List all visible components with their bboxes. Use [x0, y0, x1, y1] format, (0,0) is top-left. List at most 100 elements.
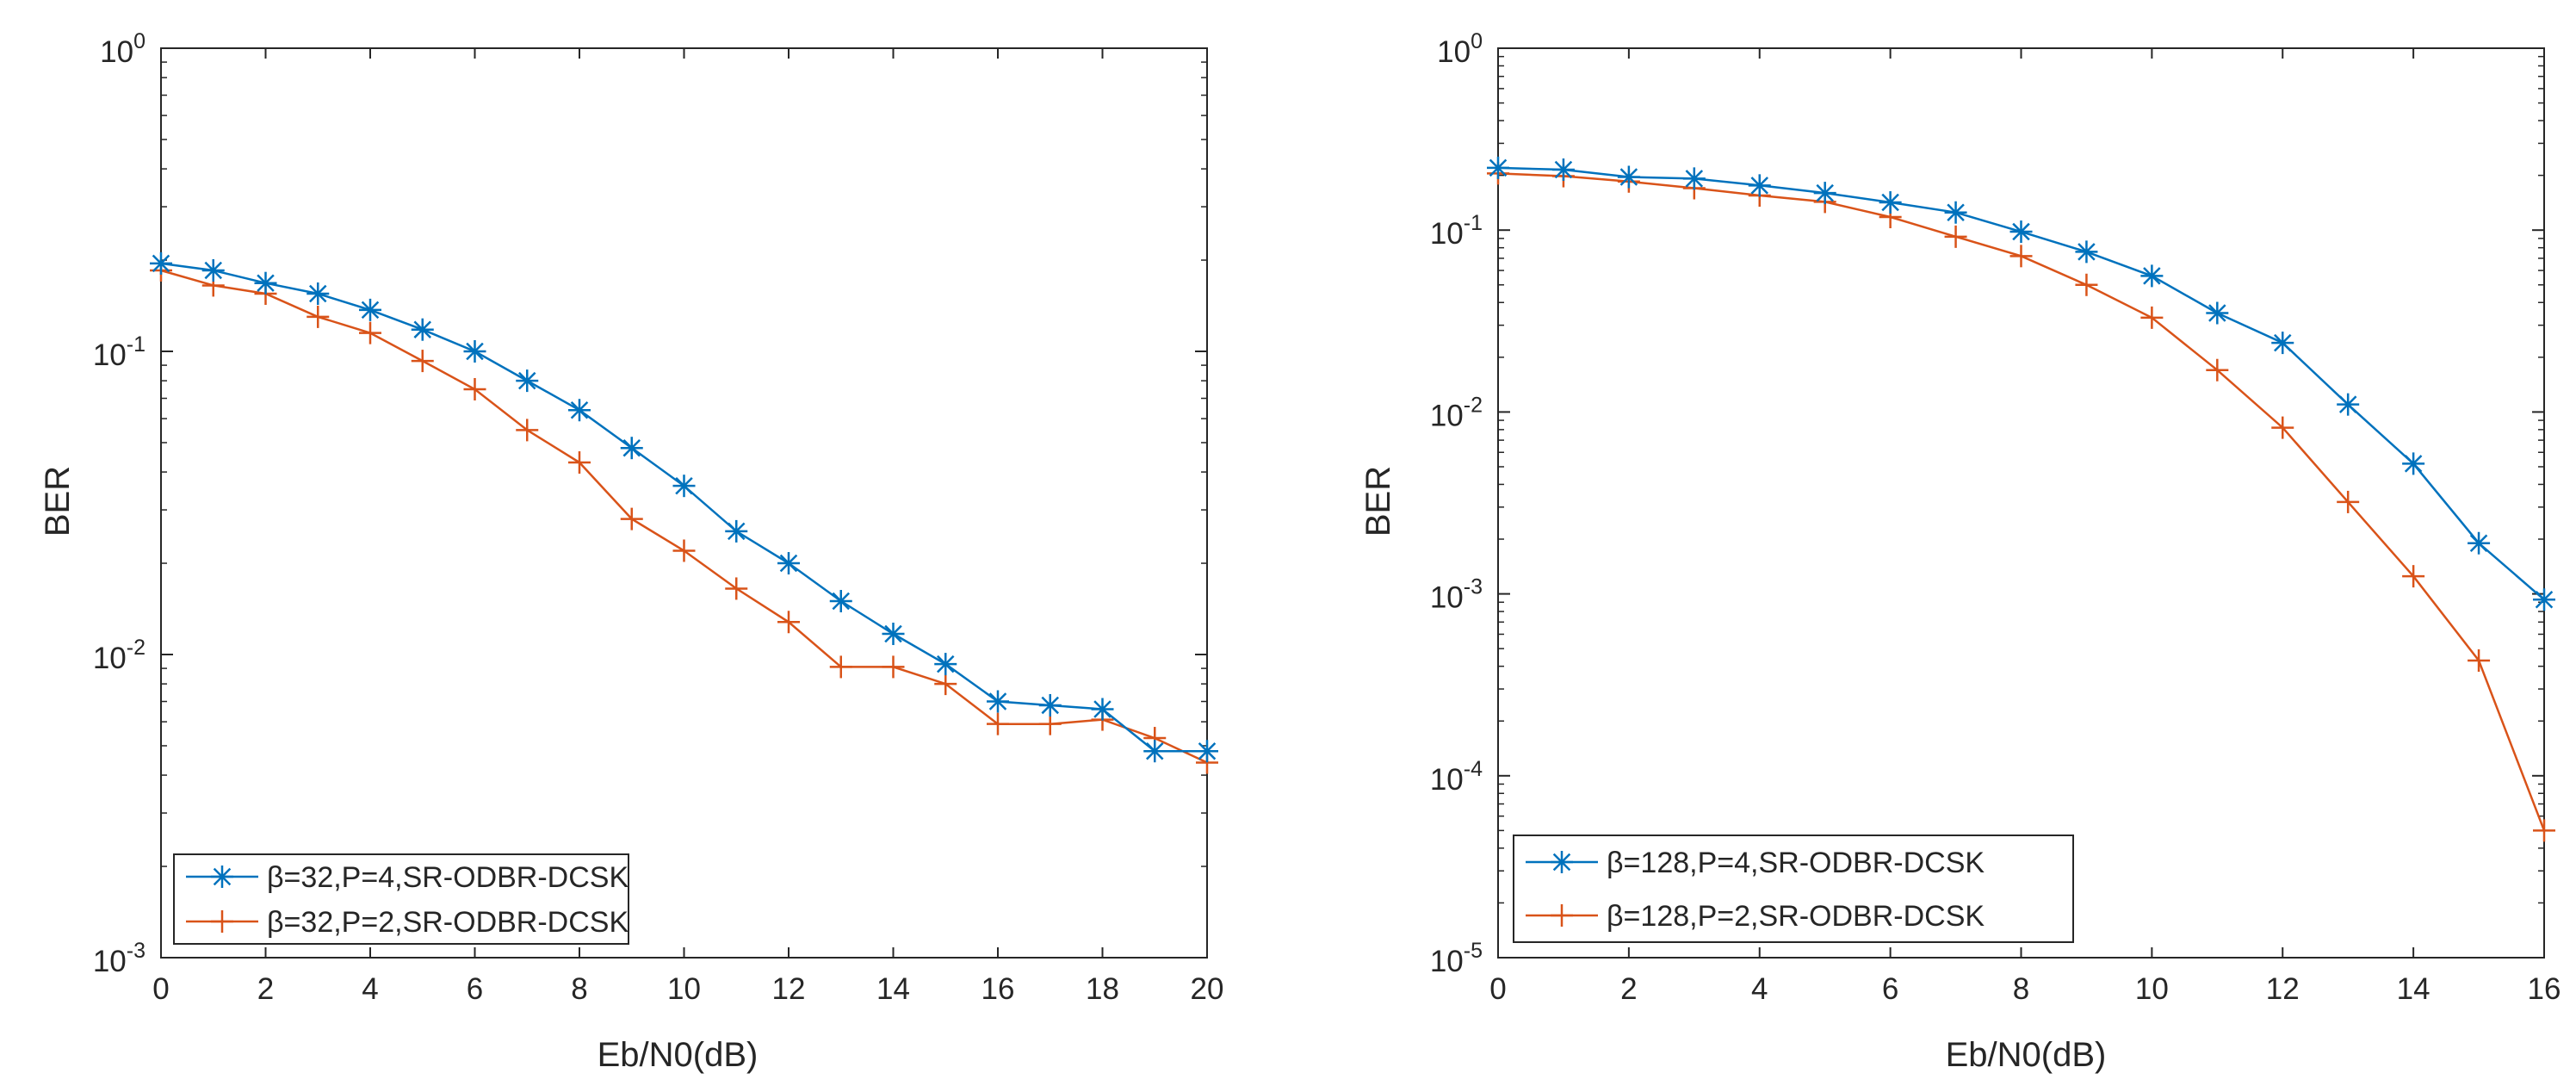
- chart-right-series-1-point: [2206, 301, 2229, 325]
- chart-left-xtick-label: 16: [981, 972, 1015, 1006]
- chart-right-series-1-point-stroke: [1881, 193, 1899, 212]
- chart-left-series-2-point: [987, 712, 1009, 735]
- chart-left-series-1-point: [150, 251, 172, 275]
- chart-left-series-1-point-stroke: [204, 261, 222, 280]
- chart-left-series-1-point-stroke: [1146, 741, 1164, 760]
- chart-right-series-2-point: [2206, 358, 2229, 382]
- chart-left-xtick-label: 6: [467, 972, 483, 1006]
- chart-left-series-1-point: [307, 282, 330, 306]
- chart-left-series-1-point: [516, 369, 539, 393]
- chart-left-series-1-point-stroke: [1198, 741, 1217, 760]
- chart-left-series-2-point: [725, 577, 748, 600]
- chart-right-series-2-point: [2009, 245, 2033, 268]
- chart-left-xtick-label: 12: [772, 972, 806, 1006]
- chart-right-ylabel: BER: [1359, 466, 1397, 537]
- chart-left-series-2-point: [568, 451, 591, 475]
- chart-left-series-2-point: [934, 673, 957, 696]
- chart-left-series-1-point: [777, 552, 800, 575]
- chart-right-legend-marker-1: [1551, 851, 1573, 873]
- chart-left-series-1-point: [725, 519, 748, 543]
- chart-right-series-1-point: [2075, 240, 2098, 264]
- chart-left-ylabel: BER: [39, 466, 77, 537]
- chart-left: Eb/N0(dB) BER 0 2 4 6 8 10 12 14 16 18 20 100 10-1 10…: [39, 29, 1223, 1074]
- chart-right-series-1-point-stroke: [1947, 203, 1965, 221]
- chart-right-series-1-point: [1879, 191, 1902, 214]
- chart-left-series-1-point-stroke: [257, 274, 275, 292]
- chart-right-legend: β=128,P=4,SR-ODBR-DCSK β=128,P=2,SR-ODBR-…: [1513, 835, 2074, 943]
- chart-left-series-1-point-stroke: [1041, 696, 1059, 715]
- chart-right-series-1-point: [1617, 165, 1640, 189]
- chart-left-legend: β=32,P=4,SR-ODBR-DCSK β=32,P=2,SR-ODBR-DC…: [173, 853, 629, 945]
- chart-right-xtick-label: 10: [2135, 972, 2169, 1006]
- chart-right-legend-box: [1513, 835, 2074, 943]
- chart-left-series-1-point-stroke: [622, 438, 641, 457]
- chart-left-xtick-label: 20: [1191, 972, 1224, 1006]
- chart-left-series-1-point: [201, 258, 225, 282]
- chart-left-series-1-point: [359, 298, 381, 321]
- chart-right-series-1-point-stroke: [2274, 333, 2292, 352]
- chart-left-series-2-point: [1038, 712, 1062, 735]
- chart-left-series-1-point-stroke: [152, 254, 170, 273]
- chart-left-plot-area: [160, 47, 1208, 959]
- chart-right-series-1-point: [1944, 201, 1967, 224]
- chart-right-ytick-label: 10-5: [1430, 939, 1483, 978]
- chart-right: Eb/N0(dB) BER 0 2 4 6 8 10 12 14 16 100 10-1 10-2 10…: [1359, 29, 2561, 1074]
- chart-left-legend-box: [173, 853, 629, 945]
- chart-right-ytick-label: 10-1: [1430, 211, 1483, 251]
- chart-left-series-2-point: [307, 305, 330, 328]
- chart-left-legend-marker-1: [211, 866, 233, 888]
- chart-right-legend-label-2: β=128,P=2,SR-ODBR-DCSK: [1607, 900, 1985, 933]
- chart-right-series-1-point-stroke: [1685, 170, 1704, 188]
- chart-right-series-1-point: [1813, 182, 1836, 205]
- chart-left-legend-label-2: β=32,P=2,SR-ODBR-DCSK: [267, 906, 629, 939]
- chart-right-ytick-label: 10-4: [1430, 757, 1483, 797]
- chart-left-series-1-point-stroke: [1093, 700, 1112, 718]
- chart-right-series-1-point-stroke: [2078, 243, 2096, 261]
- chart-right-legend-marker-2: [1551, 904, 1573, 927]
- chart-right-series-1-point: [2533, 588, 2555, 611]
- chart-left-ytick-label: 10-3: [93, 939, 146, 978]
- chart-right-plot-area: [1497, 47, 2545, 959]
- chart-right-ytick-label: 10-2: [1430, 393, 1483, 432]
- chart-right-series-1-point: [2140, 264, 2164, 288]
- chart-right-xlabel: Eb/N0(dB): [1946, 1036, 2107, 1074]
- chart-left-legend-marker-1-stroke: [213, 867, 232, 886]
- chart-left-series-1-point: [1143, 740, 1167, 763]
- chart-left-series-1-point-stroke: [779, 554, 798, 573]
- chart-right-series-2-point: [2075, 273, 2098, 296]
- chart-right-series-2-point: [2337, 490, 2360, 513]
- chart-right-series-2-point: [2140, 306, 2164, 329]
- chart-right-series-1-point: [2271, 332, 2294, 355]
- chart-left-xtick-label: 18: [1086, 972, 1119, 1006]
- chart-left-xlabel: Eb/N0(dB): [598, 1036, 759, 1074]
- chart-left-series-2-point: [882, 655, 905, 679]
- chart-right-series-1-point-stroke: [1489, 158, 1508, 177]
- chart-right-series-1-point: [2402, 452, 2425, 475]
- chart-left-xtick-label: 0: [152, 972, 169, 1006]
- chart-right-xtick-label: 0: [1489, 972, 1506, 1006]
- chart-right-ytick-label: 100: [1437, 29, 1483, 69]
- chart-left-series-1-point: [882, 622, 905, 645]
- chart-left-series-1-point: [672, 475, 696, 498]
- chart-right-series-1-point-stroke: [2404, 455, 2423, 473]
- chart-left-series-1-point-stroke: [988, 692, 1007, 710]
- chart-left-ytick-label: 10-2: [93, 636, 146, 675]
- chart-right-series-1-point: [2337, 393, 2360, 416]
- chart-right-xtick-label: 14: [2397, 972, 2430, 1006]
- chart-left-series-1-point: [1091, 698, 1114, 721]
- chart-right-series-1-point-stroke: [2012, 222, 2030, 241]
- chart-left-series-1-point: [1196, 740, 1218, 763]
- chart-left-series-1-point: [934, 653, 957, 676]
- chart-left-series-2-point: [359, 321, 381, 344]
- chart-left-series-1-point: [463, 340, 486, 363]
- chart-left-series-1-point: [620, 437, 643, 460]
- chart-right-series-1-point-stroke: [1619, 168, 1638, 186]
- chart-left-series-1-point: [829, 590, 852, 613]
- chart-right-series-1-point-stroke: [2535, 591, 2554, 609]
- chart-left-legend-label-1: β=32,P=4,SR-ODBR-DCSK: [267, 861, 629, 894]
- chart-left-series-1-point: [987, 690, 1009, 713]
- chart-left-series-1-point-stroke: [570, 400, 589, 419]
- chart-right-xtick-label: 2: [1620, 972, 1637, 1006]
- chart-right-series-1-point-stroke: [2143, 267, 2161, 285]
- chart-right-xtick-label: 4: [1751, 972, 1768, 1006]
